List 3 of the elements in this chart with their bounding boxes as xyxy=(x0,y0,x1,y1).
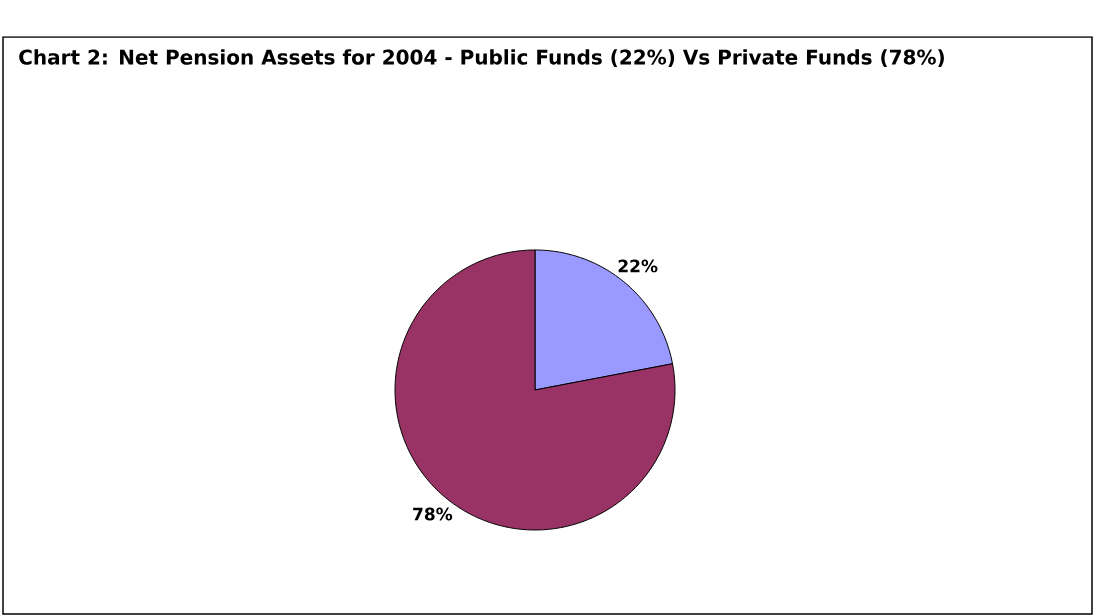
data-label: 22% xyxy=(618,259,658,273)
chart-title: Chart 2: Net Pension Assets for 2004 - Public Funds (22%) Vs Private Funds (78%) xyxy=(19,49,944,68)
data-label: 78% xyxy=(413,507,453,521)
